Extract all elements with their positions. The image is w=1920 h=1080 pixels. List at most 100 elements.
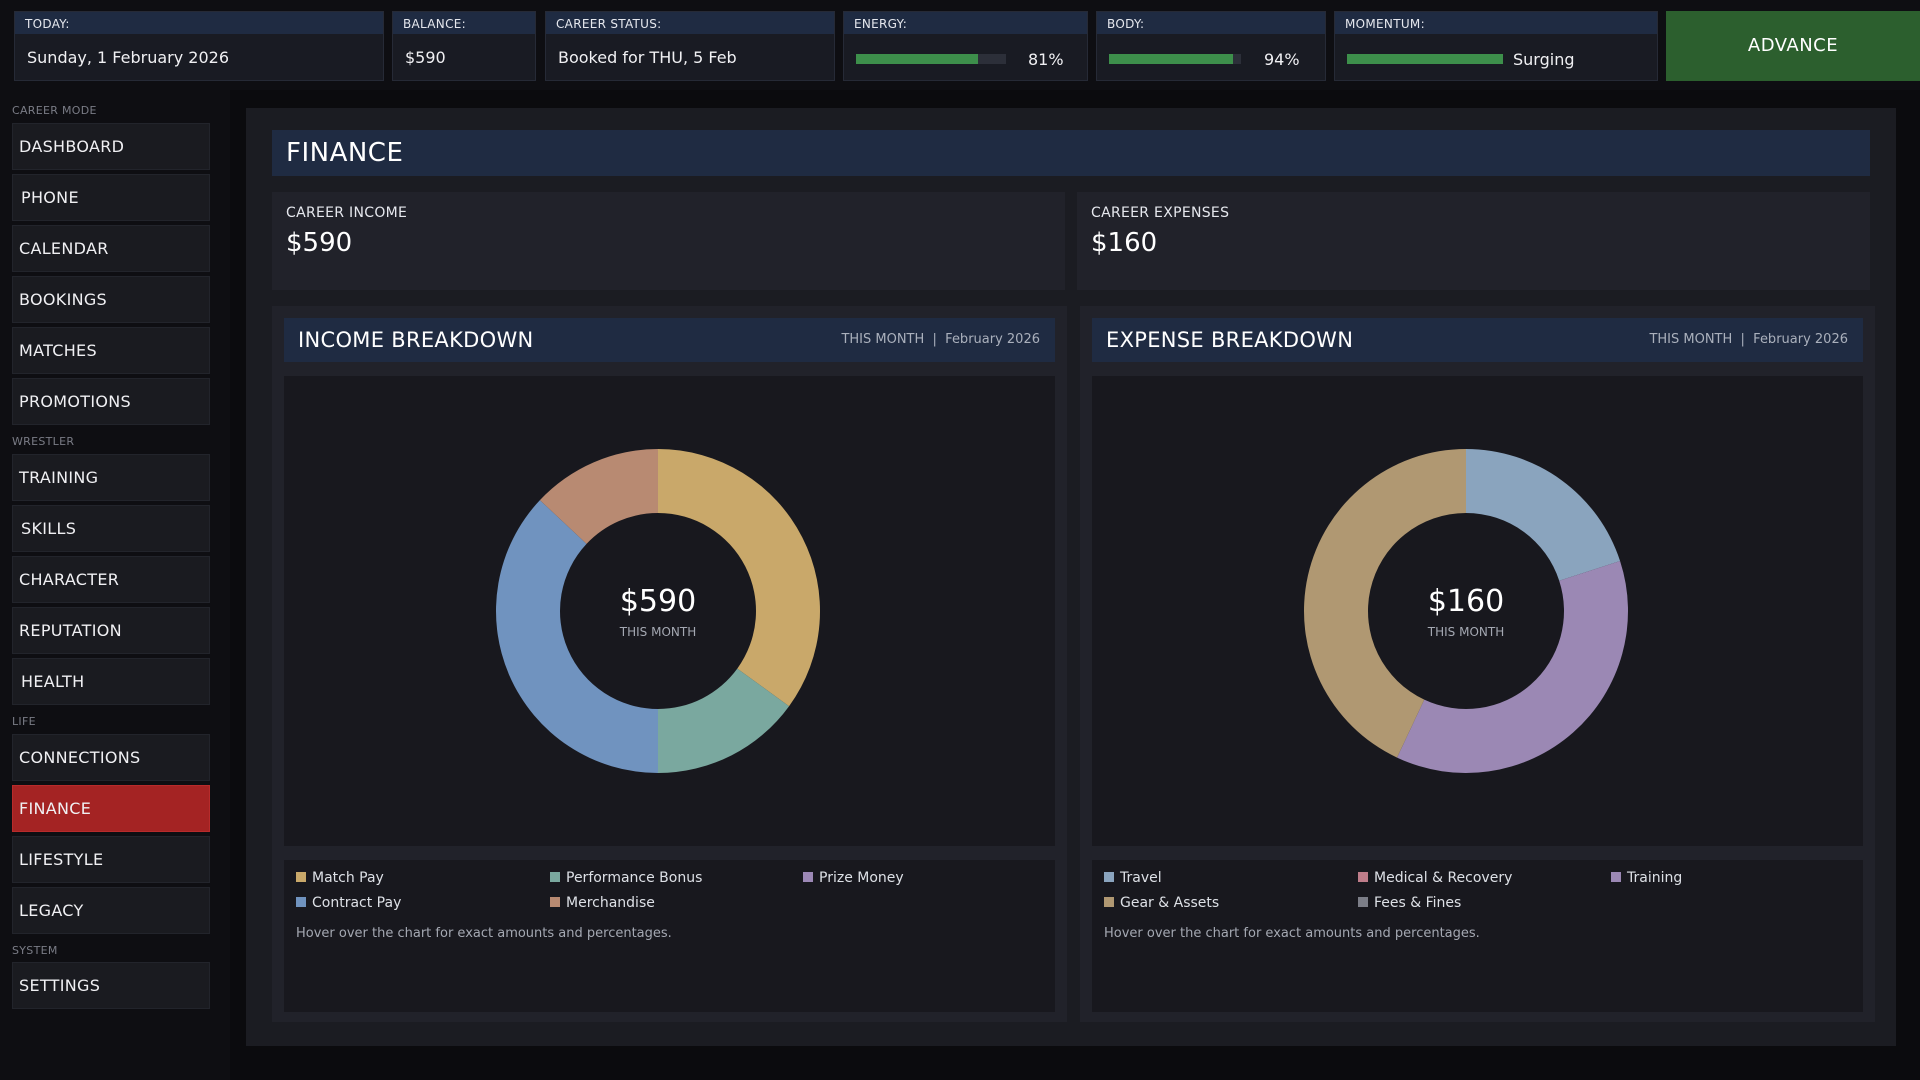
career-status-stat: CAREER STATUS: Booked for THU, 5 Feb (545, 11, 835, 81)
career-income-label: CAREER INCOME (286, 205, 408, 221)
career-expenses-card: CAREER EXPENSES $160 (1077, 192, 1870, 290)
expense-chart-area: $160 THIS MONTH (1092, 376, 1863, 846)
career-status-value: Booked for THU, 5 Feb (558, 48, 737, 67)
energy-label: ENERGY: (844, 12, 1087, 34)
momentum-value: Surging (1513, 50, 1575, 69)
donut-slice-travel[interactable] (1466, 449, 1621, 581)
momentum-bar-fill (1347, 54, 1503, 64)
expense-hint-text: Hover over the chart for exact amounts a… (1104, 926, 1480, 941)
legend-item-training: Training (1611, 870, 1682, 886)
expense-panel-title: EXPENSE BREAKDOWN (1106, 328, 1354, 352)
momentum-bar (1347, 54, 1503, 64)
sidebar: CAREER MODE DASHBOARD PHONE CALENDAR BOO… (0, 90, 230, 1080)
energy-bar-fill (856, 54, 978, 64)
legend-item-performance-bonus: Performance Bonus (550, 870, 702, 886)
sidebar-item-reputation[interactable]: REPUTATION (12, 607, 210, 654)
swatch-medical-recovery (1358, 872, 1368, 882)
sidebar-item-skills[interactable]: SKILLS (12, 505, 210, 552)
legend-label: Medical & Recovery (1374, 870, 1513, 886)
expense-center-value: $160 (1428, 584, 1504, 619)
donut-slice-match-pay[interactable] (658, 449, 820, 707)
sidebar-item-health[interactable]: HEALTH (12, 658, 210, 705)
swatch-training (1611, 872, 1621, 882)
legend-item-medical-recovery: Medical & Recovery (1358, 870, 1512, 886)
sidebar-item-legacy[interactable]: LEGACY (12, 887, 210, 934)
donut-slice-merchandise[interactable] (539, 449, 658, 544)
page-title: FINANCE (272, 130, 1870, 176)
sidebar-item-connections[interactable]: CONNECTIONS (12, 734, 210, 781)
income-center-label: THIS MONTH (619, 625, 696, 639)
income-chart-area: $590 THIS MONTH (284, 376, 1055, 846)
sidebar-item-lifestyle[interactable]: LIFESTYLE (12, 836, 210, 883)
balance-label: BALANCE: (393, 12, 535, 34)
swatch-match-pay (296, 872, 306, 882)
top-status-bar: TODAY: Sunday, 1 February 2026 BALANCE: … (0, 0, 1920, 90)
career-expenses-label: CAREER EXPENSES (1091, 205, 1230, 221)
income-legend: Match Pay Performance Bonus Prize Money … (284, 860, 1055, 1012)
sidebar-item-matches[interactable]: MATCHES (12, 327, 210, 374)
sidebar-item-dashboard[interactable]: DASHBOARD (12, 123, 210, 170)
expense-legend: Travel Medical & Recovery Training Gear … (1092, 860, 1863, 1012)
legend-item-travel: Travel (1104, 870, 1162, 886)
section-label-system: SYSTEM (12, 944, 58, 957)
legend-label: Travel (1120, 870, 1162, 886)
legend-item-contract-pay: Contract Pay (296, 895, 401, 911)
donut-slice-performance-bonus[interactable] (658, 668, 790, 773)
legend-item-gear-assets: Gear & Assets (1104, 895, 1219, 911)
donut-slice-gear-assets[interactable] (1304, 449, 1466, 758)
legend-label: Contract Pay (312, 895, 402, 911)
legend-item-prize-money: Prize Money (803, 870, 904, 886)
donut-slice-contract-pay[interactable] (496, 500, 658, 773)
advance-button[interactable]: ADVANCE (1666, 11, 1920, 81)
sidebar-item-calendar[interactable]: CALENDAR (12, 225, 210, 272)
sidebar-item-bookings[interactable]: BOOKINGS (12, 276, 210, 323)
swatch-travel (1104, 872, 1114, 882)
income-donut-chart[interactable]: $590 THIS MONTH (284, 376, 1055, 846)
section-label-wrestler: WRESTLER (12, 435, 75, 448)
section-label-career-mode: CAREER MODE (12, 104, 97, 117)
legend-label: Prize Money (819, 870, 904, 886)
swatch-gear-assets (1104, 897, 1114, 907)
body-label: BODY: (1097, 12, 1325, 34)
sidebar-item-training[interactable]: TRAINING (12, 454, 210, 501)
momentum-label: MOMENTUM: (1335, 12, 1657, 34)
legend-item-fees-fines: Fees & Fines (1358, 895, 1461, 911)
balance-value: $590 (405, 48, 446, 67)
body-bar (1109, 54, 1241, 64)
energy-value: 81% (1028, 50, 1064, 69)
swatch-merchandise (550, 897, 560, 907)
income-breakdown-panel: INCOME BREAKDOWN THIS MONTH | February 2… (272, 306, 1067, 1022)
legend-label: Merchandise (566, 895, 655, 911)
sidebar-item-settings[interactable]: SETTINGS (12, 962, 210, 1009)
sidebar-item-finance[interactable]: FINANCE (12, 785, 210, 832)
career-expenses-value: $160 (1091, 228, 1158, 258)
today-label: TODAY: (15, 12, 383, 34)
momentum-stat: MOMENTUM: Surging (1334, 11, 1658, 81)
legend-item-merchandise: Merchandise (550, 895, 655, 911)
swatch-fees-fines (1358, 897, 1368, 907)
sidebar-item-phone[interactable]: PHONE (12, 174, 210, 221)
career-status-label: CAREER STATUS: (546, 12, 834, 34)
expense-center-label: THIS MONTH (1427, 625, 1504, 639)
income-panel-period: THIS MONTH | February 2026 (841, 332, 1040, 347)
legend-label: Performance Bonus (566, 870, 703, 886)
body-bar-fill (1109, 54, 1234, 64)
swatch-performance-bonus (550, 872, 560, 882)
body-stat: BODY: 94% (1096, 11, 1326, 81)
balance-stat: BALANCE: $590 (392, 11, 536, 81)
income-panel-header: INCOME BREAKDOWN THIS MONTH | February 2… (284, 318, 1055, 362)
sidebar-item-promotions[interactable]: PROMOTIONS (12, 378, 210, 425)
sidebar-item-character[interactable]: CHARACTER (12, 556, 210, 603)
expense-breakdown-panel: EXPENSE BREAKDOWN THIS MONTH | February … (1080, 306, 1875, 1022)
career-income-value: $590 (286, 228, 353, 258)
income-panel-title: INCOME BREAKDOWN (298, 328, 534, 352)
donut-slice-training[interactable] (1397, 560, 1628, 773)
income-center-value: $590 (620, 584, 696, 619)
finance-page: FINANCE CAREER INCOME $590 CAREER EXPENS… (246, 108, 1896, 1046)
legend-label: Fees & Fines (1374, 895, 1462, 911)
body-value: 94% (1264, 50, 1300, 69)
energy-stat: ENERGY: 81% (843, 11, 1088, 81)
legend-item-match-pay: Match Pay (296, 870, 384, 886)
expense-donut-chart[interactable]: $160 THIS MONTH (1092, 376, 1863, 846)
today-stat: TODAY: Sunday, 1 February 2026 (14, 11, 384, 81)
